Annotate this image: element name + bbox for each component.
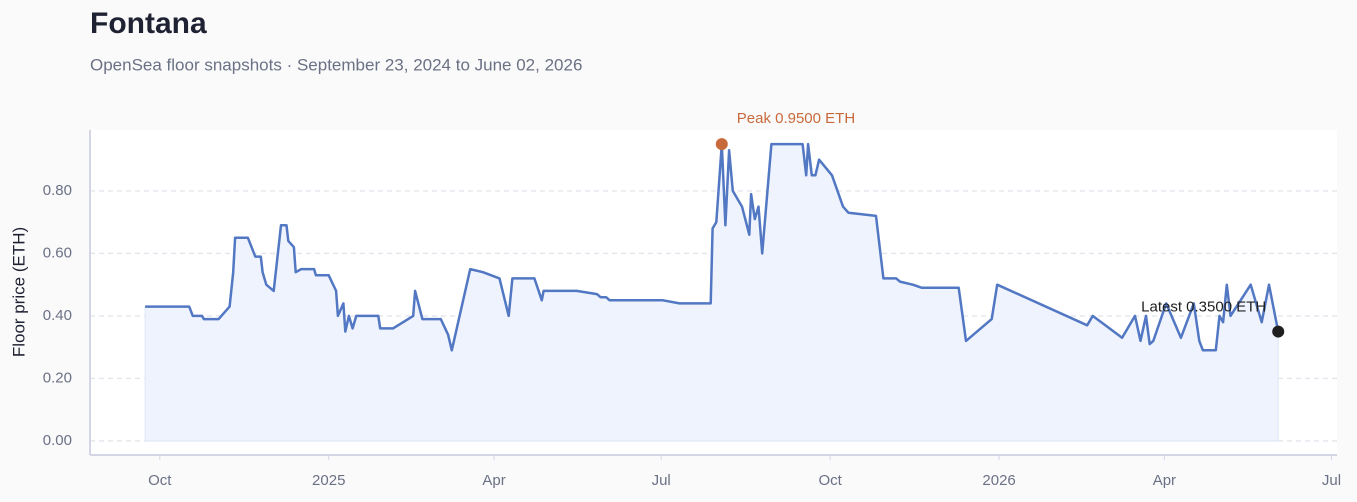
- y-tick-label: 0.00: [43, 432, 72, 449]
- y-tick-label: 0.80: [43, 182, 72, 199]
- x-tick-label: Apr: [1153, 472, 1176, 489]
- x-tick-label: Oct: [148, 472, 172, 489]
- x-tick-label: Jul: [1322, 472, 1341, 489]
- marks: Peak 0.9500 ETH Latest 0.3500 ETH: [144, 110, 1285, 442]
- peak-marker: [715, 138, 728, 151]
- x-tick-label: 2026: [982, 472, 1015, 489]
- x-tick-label: Jul: [652, 472, 671, 489]
- y-tick-label: 0.60: [43, 244, 72, 261]
- line: [145, 142, 1280, 352]
- y-tick-label: 0.40: [43, 307, 72, 324]
- chart-title: Fontana: [90, 7, 207, 40]
- latest-marker: [1272, 325, 1285, 338]
- latest-annotation: Latest 0.3500 ETH: [1141, 299, 1266, 316]
- y-axis-label: Floor price (ETH): [9, 227, 28, 357]
- x-tick-label: Oct: [818, 472, 842, 489]
- peak-annotation: Peak 0.9500 ETH: [737, 110, 855, 127]
- x-tick-label: 2025: [312, 472, 345, 489]
- x-tick-label: Apr: [482, 472, 505, 489]
- y-tick-label: 0.20: [43, 369, 72, 386]
- chart-subtitle: OpenSea floor snapshots · September 23, …: [90, 55, 582, 74]
